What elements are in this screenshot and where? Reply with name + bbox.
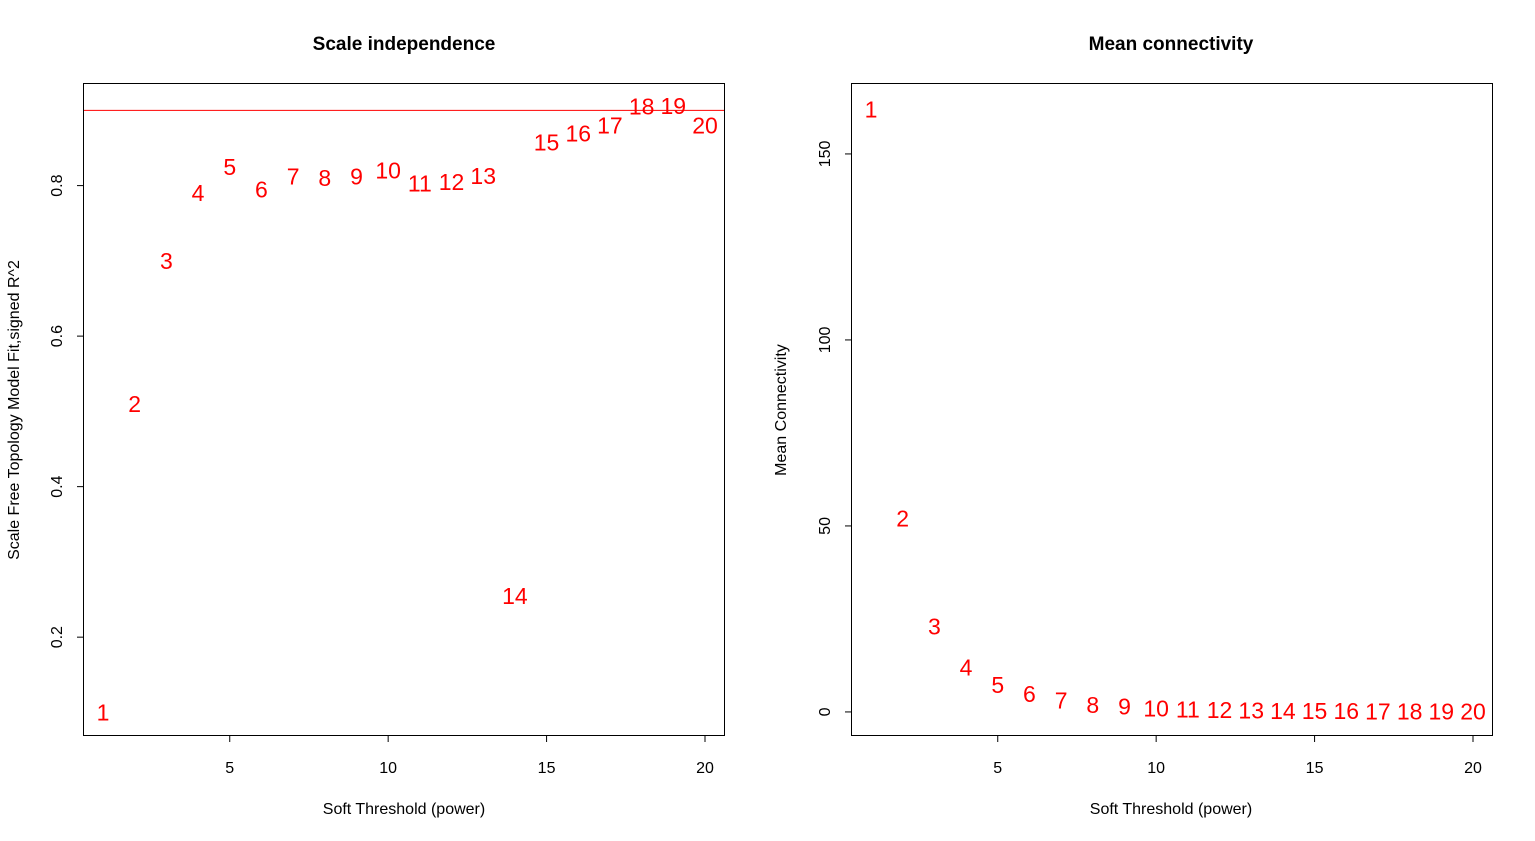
point-label: 11 [1176, 696, 1200, 722]
point-label: 9 [1118, 694, 1131, 720]
y-axis-label: Mean Connectivity [773, 344, 790, 476]
point-label: 2 [896, 505, 909, 531]
x-axis: 5 10 15 20 [225, 735, 714, 777]
x-tick-label: 15 [1306, 760, 1324, 777]
point-label: 11 [408, 170, 432, 196]
x-tick-label: 10 [1147, 760, 1165, 777]
x-axis-label: Soft Threshold (power) [1090, 801, 1252, 818]
y-tick-label: 0.6 [49, 325, 66, 347]
point-label: 20 [692, 112, 718, 138]
point-label: 18 [629, 94, 655, 120]
y-tick-label: 150 [817, 140, 834, 167]
point-label: 15 [534, 130, 560, 156]
point-label: 17 [597, 112, 623, 138]
y-tick-label: 0.8 [49, 174, 66, 196]
point-label: 5 [991, 672, 1004, 698]
y-axis-label: Scale Free Topology Model Fit,signed R^2 [6, 260, 23, 560]
point-label: 14 [502, 583, 528, 609]
y-tick-label: 50 [817, 517, 834, 535]
y-tick-label: 0.4 [49, 475, 66, 497]
point-label: 19 [661, 93, 687, 119]
point-label: 15 [1302, 698, 1328, 724]
point-label: 3 [928, 613, 941, 639]
point-label: 10 [1143, 696, 1169, 722]
point-label: 13 [1238, 697, 1264, 723]
chart-title: Mean connectivity [1089, 34, 1254, 55]
y-tick-label: 0.2 [49, 626, 66, 648]
x-tick-label: 20 [696, 760, 714, 777]
point-label: 16 [1333, 698, 1359, 724]
plot-frame [851, 83, 1493, 736]
point-label: 1 [97, 699, 110, 725]
point-label: 7 [287, 164, 300, 190]
y-tick-label: 100 [817, 326, 834, 353]
point-label: 14 [1270, 698, 1296, 724]
point-label: 8 [1086, 692, 1099, 718]
point-label: 9 [350, 164, 363, 190]
x-tick-label: 10 [379, 760, 397, 777]
point-label: 20 [1460, 699, 1486, 725]
point-label: 5 [223, 154, 236, 180]
point-label: 13 [470, 163, 496, 189]
point-label: 19 [1429, 699, 1455, 725]
scale-independence-panel: Scale independence 5 10 15 20 0.20.40.60.8 … [6, 34, 725, 818]
point-label: 16 [565, 121, 591, 147]
plot-frame [83, 83, 725, 736]
point-label: 6 [255, 176, 268, 202]
x-tick-label: 20 [1464, 760, 1482, 777]
point-label: 4 [960, 654, 973, 680]
y-axis: 0.2 0.4 0.6 0.8 [49, 174, 84, 648]
point-label: 6 [1023, 681, 1036, 707]
x-axis-label: Soft Threshold (power) [323, 801, 485, 818]
x-tick-label: 5 [225, 760, 234, 777]
y-tick-label: 0 [817, 707, 834, 716]
point-label: 18 [1397, 698, 1423, 724]
x-tick-label: 15 [538, 760, 556, 777]
point-label: 12 [1207, 697, 1233, 723]
point-label: 7 [1055, 687, 1068, 713]
point-label: 17 [1365, 698, 1391, 724]
x-axis: 5 10 15 20 [993, 735, 1482, 777]
point-label: 4 [192, 180, 205, 206]
chart-title: Scale independence [313, 34, 496, 55]
point-label: 1 [865, 96, 878, 122]
point-label: 12 [439, 169, 465, 195]
point-label: 2 [128, 391, 141, 417]
y-axis: 0 50 100 150 [817, 140, 852, 716]
x-tick-label: 5 [993, 760, 1002, 777]
point-label: 3 [160, 248, 173, 274]
point-label: 8 [318, 165, 331, 191]
point-label: 10 [375, 158, 401, 184]
